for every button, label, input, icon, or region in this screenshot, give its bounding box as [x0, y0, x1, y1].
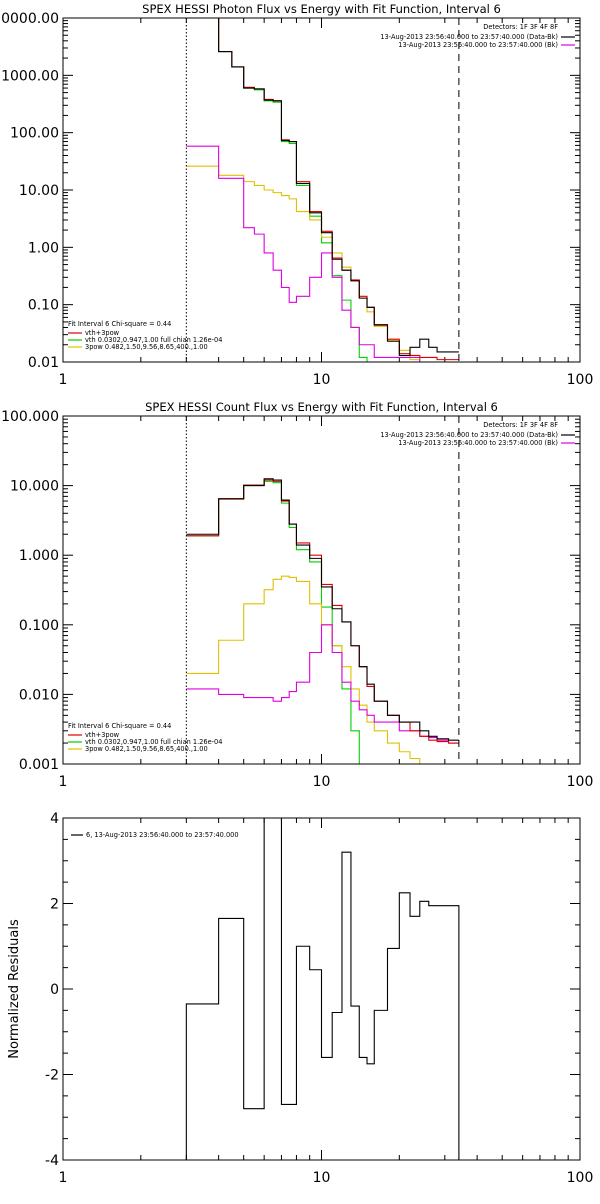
x-tick-label: 100 — [567, 1170, 594, 1186]
y-axis-label: Normalized Residuals — [7, 919, 22, 1059]
legend-entry: 3pow 0.482,1.50,9.56,8.65,400.,1.00 — [85, 745, 208, 753]
y-tick-label: 10.000 — [10, 479, 59, 495]
series-pow — [186, 165, 421, 362]
x-tick-label: 10 — [313, 774, 331, 790]
series-bk — [186, 145, 430, 362]
x-tick-label: 1 — [59, 774, 68, 790]
plot-area — [186, 478, 459, 764]
series-pow — [186, 575, 430, 764]
plot-frame — [62, 415, 581, 765]
legend-entry: vth 0.0302,0.947,1.00 full chian 1.26e-0… — [85, 336, 222, 344]
series-data — [186, 18, 459, 357]
y-tick-label: 1.000 — [19, 548, 59, 564]
plot-frame — [62, 17, 581, 363]
y-tick-label: 10.00 — [19, 183, 59, 199]
legend-bottom: Fit Interval 6 Chi-square = 0.44vth+3pow… — [68, 320, 222, 351]
legend-header: Fit Interval 6 Chi-square = 0.44 — [68, 722, 171, 730]
y-tick-label: 0 — [50, 982, 59, 998]
series-vth — [186, 480, 360, 764]
y-tick-label: 0.010 — [19, 687, 59, 703]
y-tick-label: 0.10 — [28, 298, 59, 314]
y-tick-label: 0.001 — [19, 757, 59, 773]
x-axis-ticks — [140, 18, 569, 362]
legend-bottom: Fit Interval 6 Chi-square = 0.44vth+3pow… — [68, 722, 222, 753]
legend-entry: 13-Aug-2013 23:56:40.000 to 23:57:40.000… — [380, 33, 558, 41]
series-data — [186, 478, 459, 741]
legend: 6, 13-Aug-2013 23:56:40.000 to 23:57:40.… — [71, 831, 239, 839]
chart-2: SPEX HESSI Count Flux vs Energy with Fit… — [1, 400, 593, 790]
legend-entry: 3pow 0.482,1.50,9.56,8.65,400.,1.00 — [85, 343, 208, 351]
x-tick-label: 1 — [59, 1170, 68, 1186]
x-tick-label: 100 — [567, 774, 594, 790]
x-tick-label: 100 — [567, 372, 594, 388]
legend-entry: 6, 13-Aug-2013 23:56:40.000 to 23:57:40.… — [86, 831, 239, 839]
y-tick-label: 100.00 — [10, 126, 59, 142]
legend-top: Detectors: 1F 3F 4F 8F 13-Aug-2013 23:56:… — [380, 421, 575, 447]
y-tick-label: 4 — [50, 811, 59, 827]
legend-header: Detectors: 1F 3F 4F 8F — [483, 421, 558, 429]
x-tick-label: 10 — [313, 1170, 331, 1186]
x-tick-label: 1 — [59, 372, 68, 388]
x-axis-ticks — [140, 818, 569, 1160]
legend-header: Fit Interval 6 Chi-square = 0.44 — [68, 320, 171, 328]
legend-entry: 13-Aug-2013 23:56:40.000 to 23:57:40.000… — [380, 431, 558, 439]
chart-3: 1 10 100 4 2 0 -2 -4 Normalized Residuals 6, 13-A… — [7, 811, 594, 1186]
y-tick-label: -4 — [45, 1153, 59, 1169]
x-axis-ticks — [140, 416, 569, 764]
y-tick-label: 1.00 — [28, 240, 59, 256]
chart-1: SPEX HESSI Photon Flux vs Energy with Fi… — [0, 2, 593, 388]
legend-entry: vth+3pow — [85, 731, 120, 739]
y-tick-label: 1000.00 — [1, 68, 59, 84]
x-tick-label: 10 — [313, 372, 331, 388]
y-tick-label: 2 — [50, 897, 59, 913]
plot-area — [185, 818, 460, 1160]
legend-header: Detectors: 1F 3F 4F 8F — [483, 23, 558, 31]
legend-entry: 13-Aug-2013 23:56:40.000 to 23:57:40.000… — [398, 41, 558, 49]
legend-entry: vth 0.0302,0.947,1.00 full chian 1.26e-0… — [85, 738, 222, 746]
y-tick-label: 100.000 — [1, 409, 59, 425]
plot-area — [186, 18, 459, 362]
chart-title: SPEX HESSI Photon Flux vs Energy with Fi… — [142, 2, 501, 16]
y-tick-label: 0.01 — [28, 355, 59, 371]
legend-entry: vth+3pow — [85, 329, 120, 337]
y-tick-label: 0.100 — [19, 618, 59, 634]
legend-top: Detectors: 1F 3F 4F 8F 13-Aug-2013 23:56:… — [380, 23, 575, 49]
series-residuals — [185, 818, 460, 1160]
legend-entry: 13-Aug-2013 23:56:40.000 to 23:57:40.000… — [398, 439, 558, 447]
plot-frame — [62, 817, 581, 1161]
chart-title: SPEX HESSI Count Flux vs Energy with Fit… — [145, 400, 498, 414]
y-tick-label: -2 — [45, 1068, 59, 1084]
